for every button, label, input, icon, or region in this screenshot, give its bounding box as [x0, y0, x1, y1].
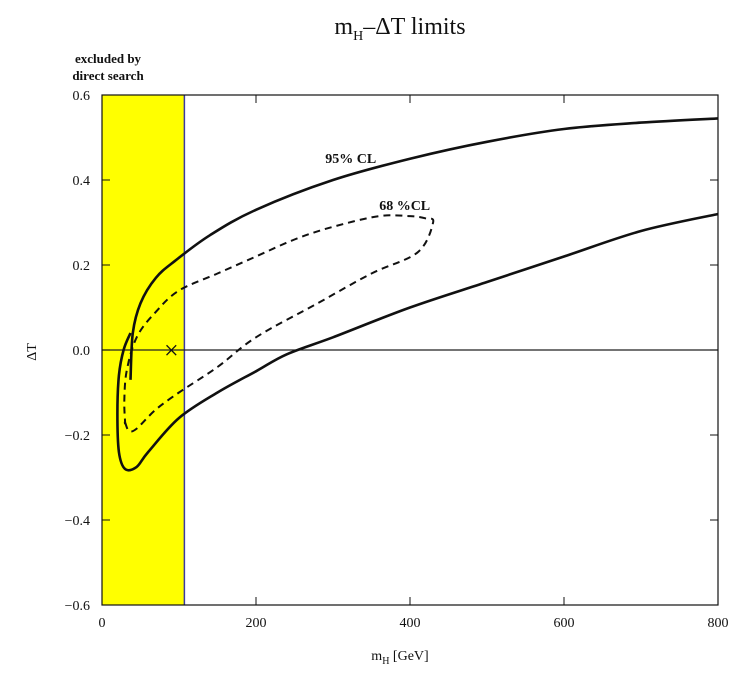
series-label-layer: 95% CL 68 %CL [325, 152, 430, 214]
y-tick-label: 0.0 [73, 344, 91, 359]
chart-title-rest: –ΔT limits [362, 14, 465, 40]
x-tick-label: 600 [554, 616, 575, 631]
tick-layer: 0 200 400 600 800 −0.6 −0.4 −0.2 0.0 0.2 0.4 0.6 [65, 89, 729, 631]
chart-title: mH–ΔT limits [334, 14, 465, 44]
x-tick-label: 800 [708, 616, 729, 631]
excluded-note-line-1: excluded by [75, 51, 142, 66]
x-tick-label: 0 [99, 616, 106, 631]
cl68-dashed-contour [123, 214, 435, 433]
cl95-label: 95% CL [325, 152, 376, 167]
y-axis-title: ΔT [25, 343, 40, 361]
cl95-lower-contour [116, 212, 719, 472]
y-tick-label: 0.2 [73, 259, 91, 274]
best-fit-marker: × [164, 336, 179, 365]
y-tick-label: −0.6 [65, 599, 90, 614]
chart-title-subscript: H [353, 29, 363, 44]
y-tick-label: −0.4 [65, 514, 90, 529]
y-tick-label: 0.4 [73, 174, 91, 189]
contour-layer [116, 117, 719, 472]
excluded-note-line-2: direct search [72, 68, 144, 83]
x-axis-title: mH [GeV] [371, 649, 428, 667]
cl68-label: 68 %CL [379, 199, 430, 214]
x-tick-label: 200 [246, 616, 267, 631]
x-tick-label: 400 [400, 616, 421, 631]
cl95-upper-contour [129, 117, 719, 380]
y-tick-label: −0.2 [65, 429, 90, 444]
best-fit-layer: × [164, 336, 179, 365]
y-tick-label: 0.6 [73, 89, 91, 104]
chart-title-m: m [334, 14, 353, 40]
